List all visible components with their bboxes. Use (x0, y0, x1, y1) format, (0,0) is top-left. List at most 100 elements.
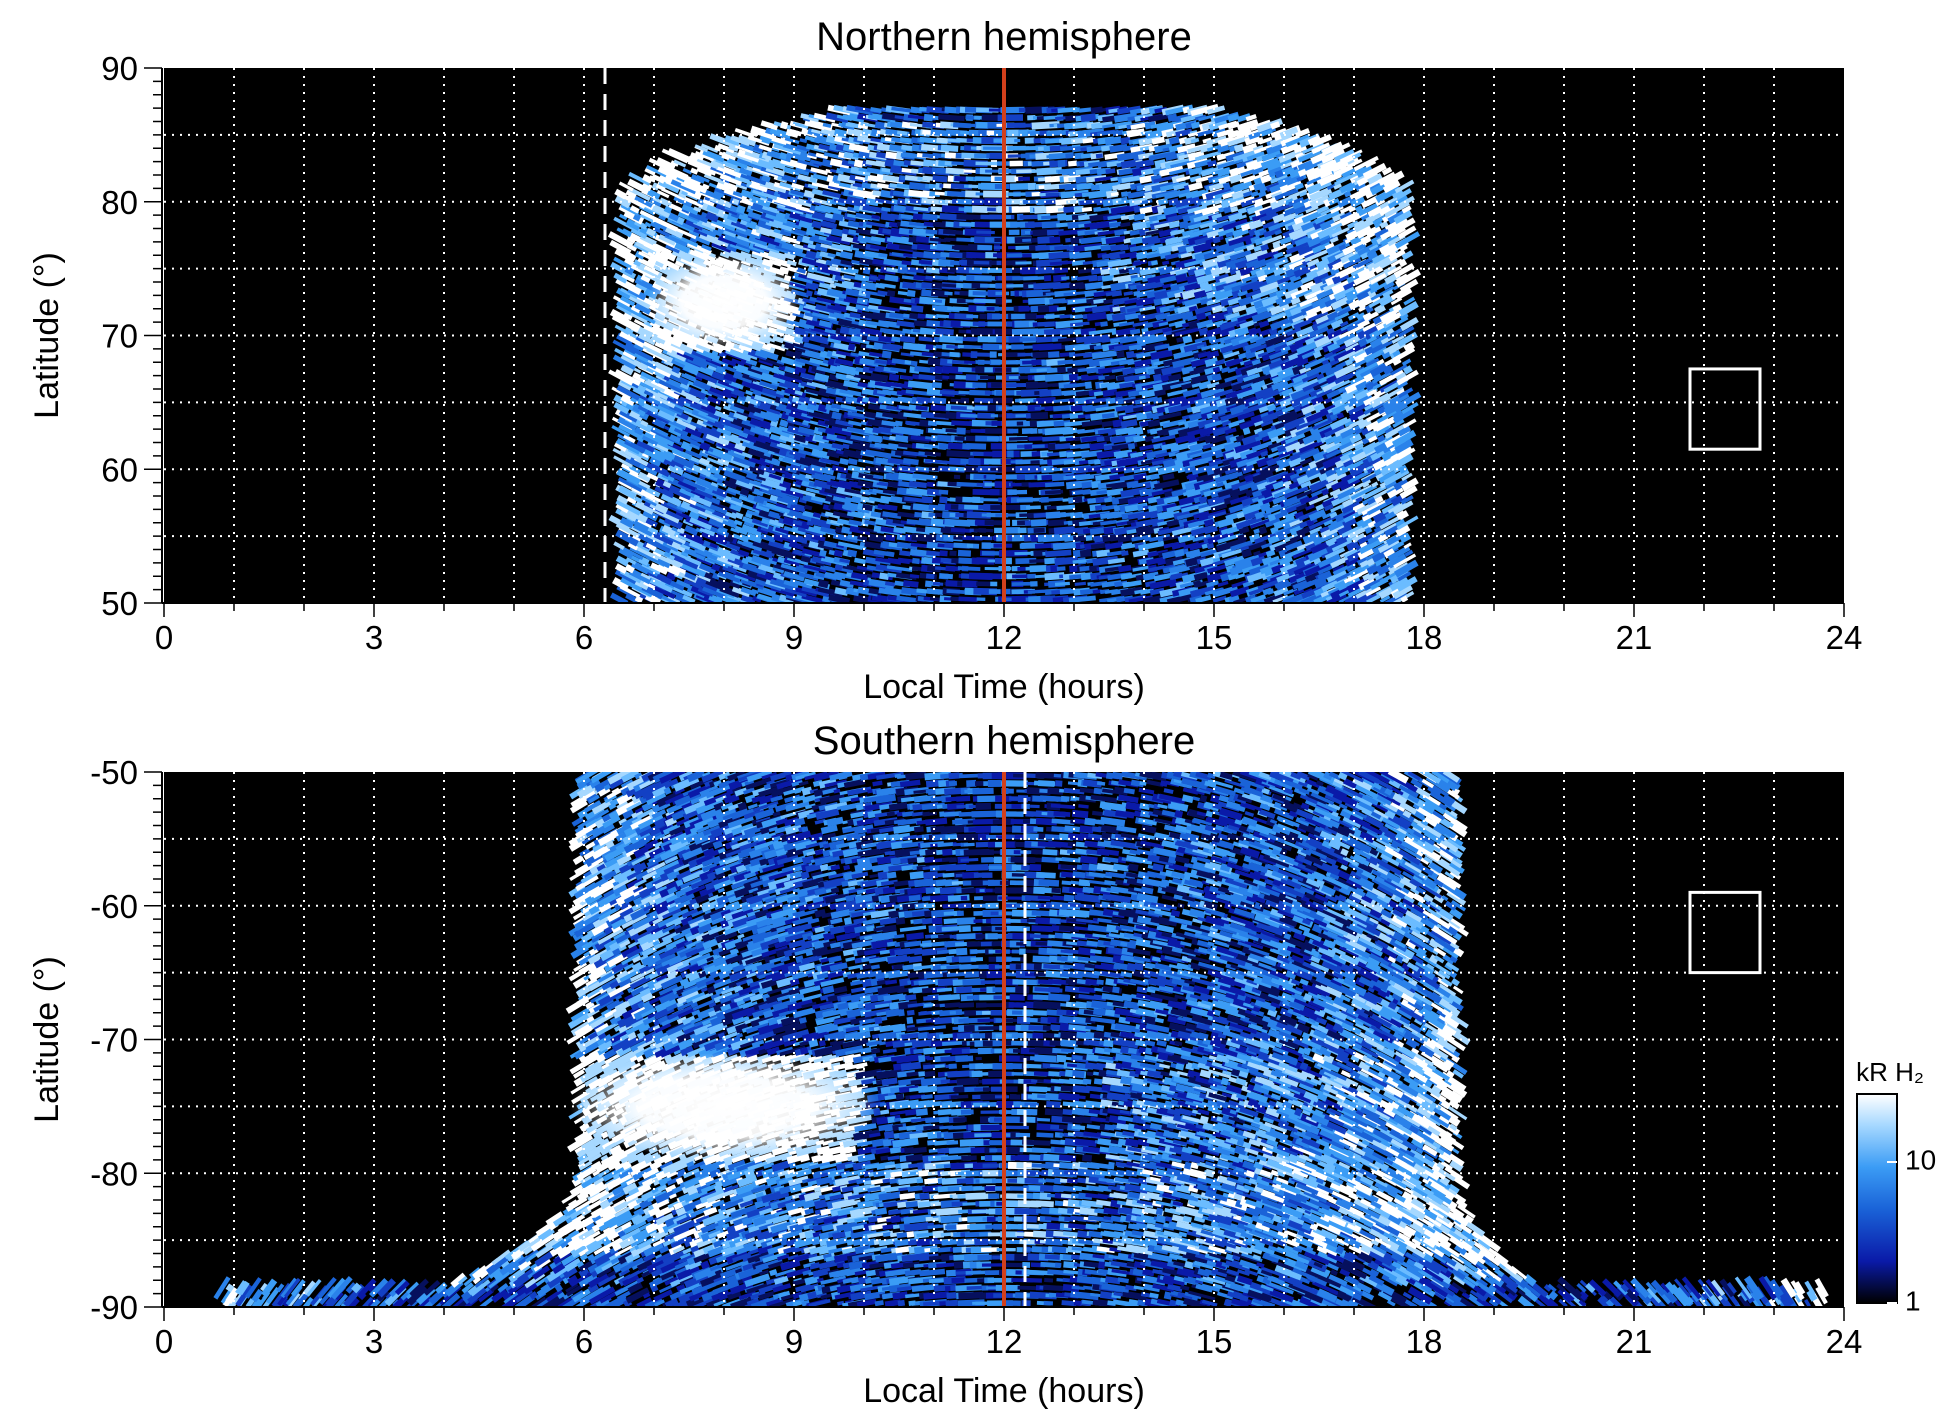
emission-streak (698, 449, 709, 458)
emission-streak (1356, 500, 1379, 515)
emission-streak (623, 327, 634, 337)
emission-streak (908, 480, 928, 489)
emission-streak (1301, 372, 1320, 383)
emission-streak (1179, 394, 1209, 407)
emission-streak (1054, 267, 1069, 274)
emission-streak (907, 380, 936, 390)
emission-streak (1384, 316, 1409, 332)
emission-streak (932, 382, 942, 389)
emission-streak (635, 240, 658, 255)
emission-streak (736, 396, 747, 405)
emission-streak (1118, 321, 1135, 327)
emission-streak (1311, 294, 1334, 308)
emission-streak (746, 463, 766, 476)
emission-streak (799, 455, 827, 468)
emission-streak (1274, 539, 1299, 553)
emission-streak (879, 572, 890, 581)
emission-streak (1382, 289, 1394, 298)
emission-streak (751, 518, 769, 528)
emission-streak (1268, 349, 1289, 360)
emission-streak (1204, 357, 1219, 368)
emission-streak (640, 373, 649, 382)
emission-streak (1257, 351, 1269, 358)
emission-streak (688, 458, 700, 466)
emission-streak (1198, 503, 1210, 512)
emission-streak (716, 578, 731, 589)
emission-streak (1398, 301, 1419, 317)
emission-streak (615, 555, 630, 567)
emission-streak (802, 297, 816, 305)
emission-streak (615, 501, 630, 514)
emission-streak (1261, 295, 1280, 308)
emission-streak (682, 519, 694, 527)
emission-streak (1237, 410, 1255, 421)
emission-streak (1312, 350, 1322, 359)
emission-streak (620, 287, 638, 300)
emission-streak (644, 221, 652, 228)
emission-streak (705, 211, 720, 223)
emission-streak (1220, 366, 1231, 374)
emission-streak (658, 518, 672, 528)
emission-streak (1391, 334, 1405, 344)
emission-streak (1254, 386, 1276, 400)
emission-streak (637, 333, 656, 346)
emission-streak (1133, 205, 1141, 213)
emission-streak (1308, 310, 1329, 322)
emission-streak (616, 468, 641, 486)
emission-streak (1068, 373, 1079, 382)
emission-streak (1313, 380, 1331, 391)
emission-streak (1211, 411, 1227, 421)
emission-streak (1363, 372, 1375, 383)
emission-streak (616, 494, 629, 505)
emission-streak (1360, 234, 1372, 245)
emission-streak (819, 549, 827, 557)
emission-streak (788, 541, 805, 551)
emission-streak (729, 579, 742, 589)
emission-streak (678, 559, 707, 578)
emission-streak (682, 594, 696, 603)
emission-streak (1241, 464, 1255, 475)
emission-streak (609, 308, 630, 324)
emission-streak (894, 344, 903, 350)
emission-streak (1168, 402, 1192, 414)
emission-streak (923, 444, 941, 449)
emission-streak (1346, 540, 1360, 552)
emission-streak (614, 563, 628, 574)
emission-streak (926, 550, 941, 557)
emission-streak (1085, 535, 1093, 541)
emission-streak (1016, 497, 1043, 503)
emission-streak (745, 219, 757, 230)
emission-streak (630, 381, 639, 389)
emission-streak (1362, 571, 1375, 581)
emission-streak (1300, 494, 1319, 505)
emission-streak (1294, 332, 1320, 347)
emission-streak (820, 526, 837, 535)
emission-streak (622, 349, 637, 361)
emission-streak (619, 508, 638, 522)
emission-streak (664, 509, 684, 521)
emission-streak (1151, 434, 1176, 443)
emission-streak (924, 458, 952, 465)
emission-streak (794, 534, 804, 542)
emission-streak (1137, 540, 1165, 551)
emission-streak (632, 372, 647, 384)
emission-streak (1347, 469, 1372, 485)
emission-streak (1387, 545, 1411, 562)
emission-streak (1195, 594, 1212, 603)
emission-streak (1162, 260, 1170, 266)
emission-streak (1284, 533, 1299, 543)
emission-streak (633, 342, 644, 352)
emission-streak (831, 350, 847, 359)
emission-streak (1267, 397, 1276, 404)
emission-streak (1366, 594, 1381, 603)
emission-streak (1367, 289, 1377, 298)
emission-streak (1083, 334, 1110, 345)
emission-streak (750, 365, 770, 375)
emission-streak (1257, 274, 1269, 283)
emission-streak (1329, 358, 1340, 366)
emission-streak (1175, 433, 1196, 444)
emission-streak (1401, 477, 1419, 492)
emission-streak (1345, 533, 1358, 543)
emission-streak (748, 374, 762, 381)
emission-streak (1059, 352, 1071, 358)
